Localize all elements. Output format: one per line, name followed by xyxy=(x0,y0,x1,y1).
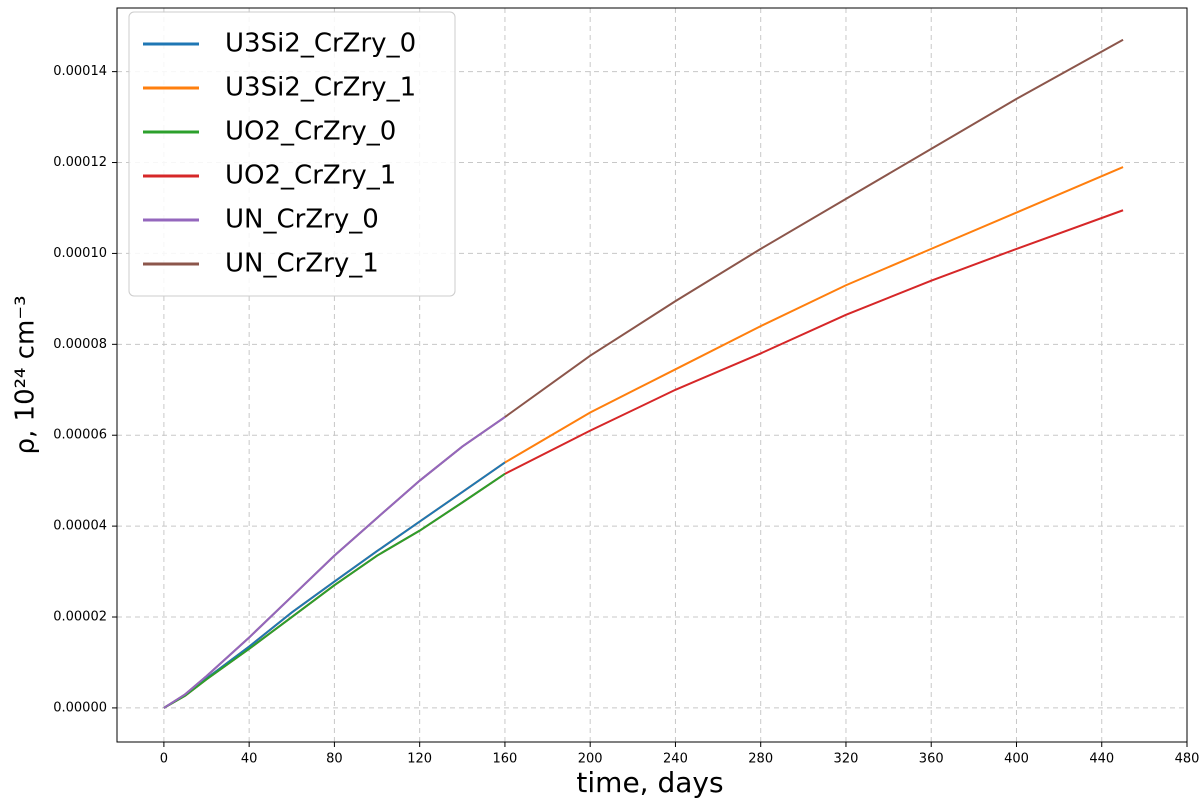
y-tick-label: 0.00010 xyxy=(53,246,107,261)
legend-label: UO2_CrZry_0 xyxy=(225,117,396,147)
series-line xyxy=(163,416,506,709)
y-tick-label: 0.00006 xyxy=(53,428,107,443)
x-tick-label: 80 xyxy=(326,752,343,767)
y-tick-label: 0.00014 xyxy=(53,64,107,79)
legend-label: U3Si2_CrZry_1 xyxy=(225,73,416,103)
legend-label: U3Si2_CrZry_0 xyxy=(225,29,416,59)
legend-label: UN_CrZry_0 xyxy=(225,205,379,235)
x-tick-label: 480 xyxy=(1175,752,1200,767)
y-tick-label: 0.00000 xyxy=(53,700,107,715)
x-tick-label: 440 xyxy=(1089,752,1114,767)
x-tick-label: 200 xyxy=(578,752,603,767)
series-line xyxy=(163,473,506,709)
y-tick-label: 0.00008 xyxy=(53,337,107,352)
x-tick-label: 280 xyxy=(748,752,773,767)
x-tick-label: 360 xyxy=(919,752,944,767)
legend-box xyxy=(128,11,456,297)
y-tick-label: 0.00004 xyxy=(53,519,107,534)
x-tick-label: 0 xyxy=(160,752,168,767)
x-tick-label: 120 xyxy=(407,752,432,767)
x-tick-label: 240 xyxy=(663,752,688,767)
y-tick-label: 0.00002 xyxy=(53,610,107,625)
y-axis-label: ρ, 10²⁴ cm⁻³ xyxy=(11,296,41,455)
y-tick-label: 0.00012 xyxy=(53,155,107,170)
legend: U3Si2_CrZry_0 U3Si2_CrZry_1 UO2_CrZry_0 UO2… xyxy=(128,11,456,297)
x-tick-label: 400 xyxy=(1004,752,1029,767)
x-tick-label: 40 xyxy=(241,752,258,767)
legend-label: UO2_CrZry_1 xyxy=(225,161,396,191)
x-tick-label: 320 xyxy=(834,752,859,767)
x-tick-label: 160 xyxy=(493,752,518,767)
legend-label: UN_CrZry_1 xyxy=(225,249,379,279)
x-axis-label: time, days xyxy=(576,766,723,799)
plot-frame xyxy=(116,7,1188,743)
